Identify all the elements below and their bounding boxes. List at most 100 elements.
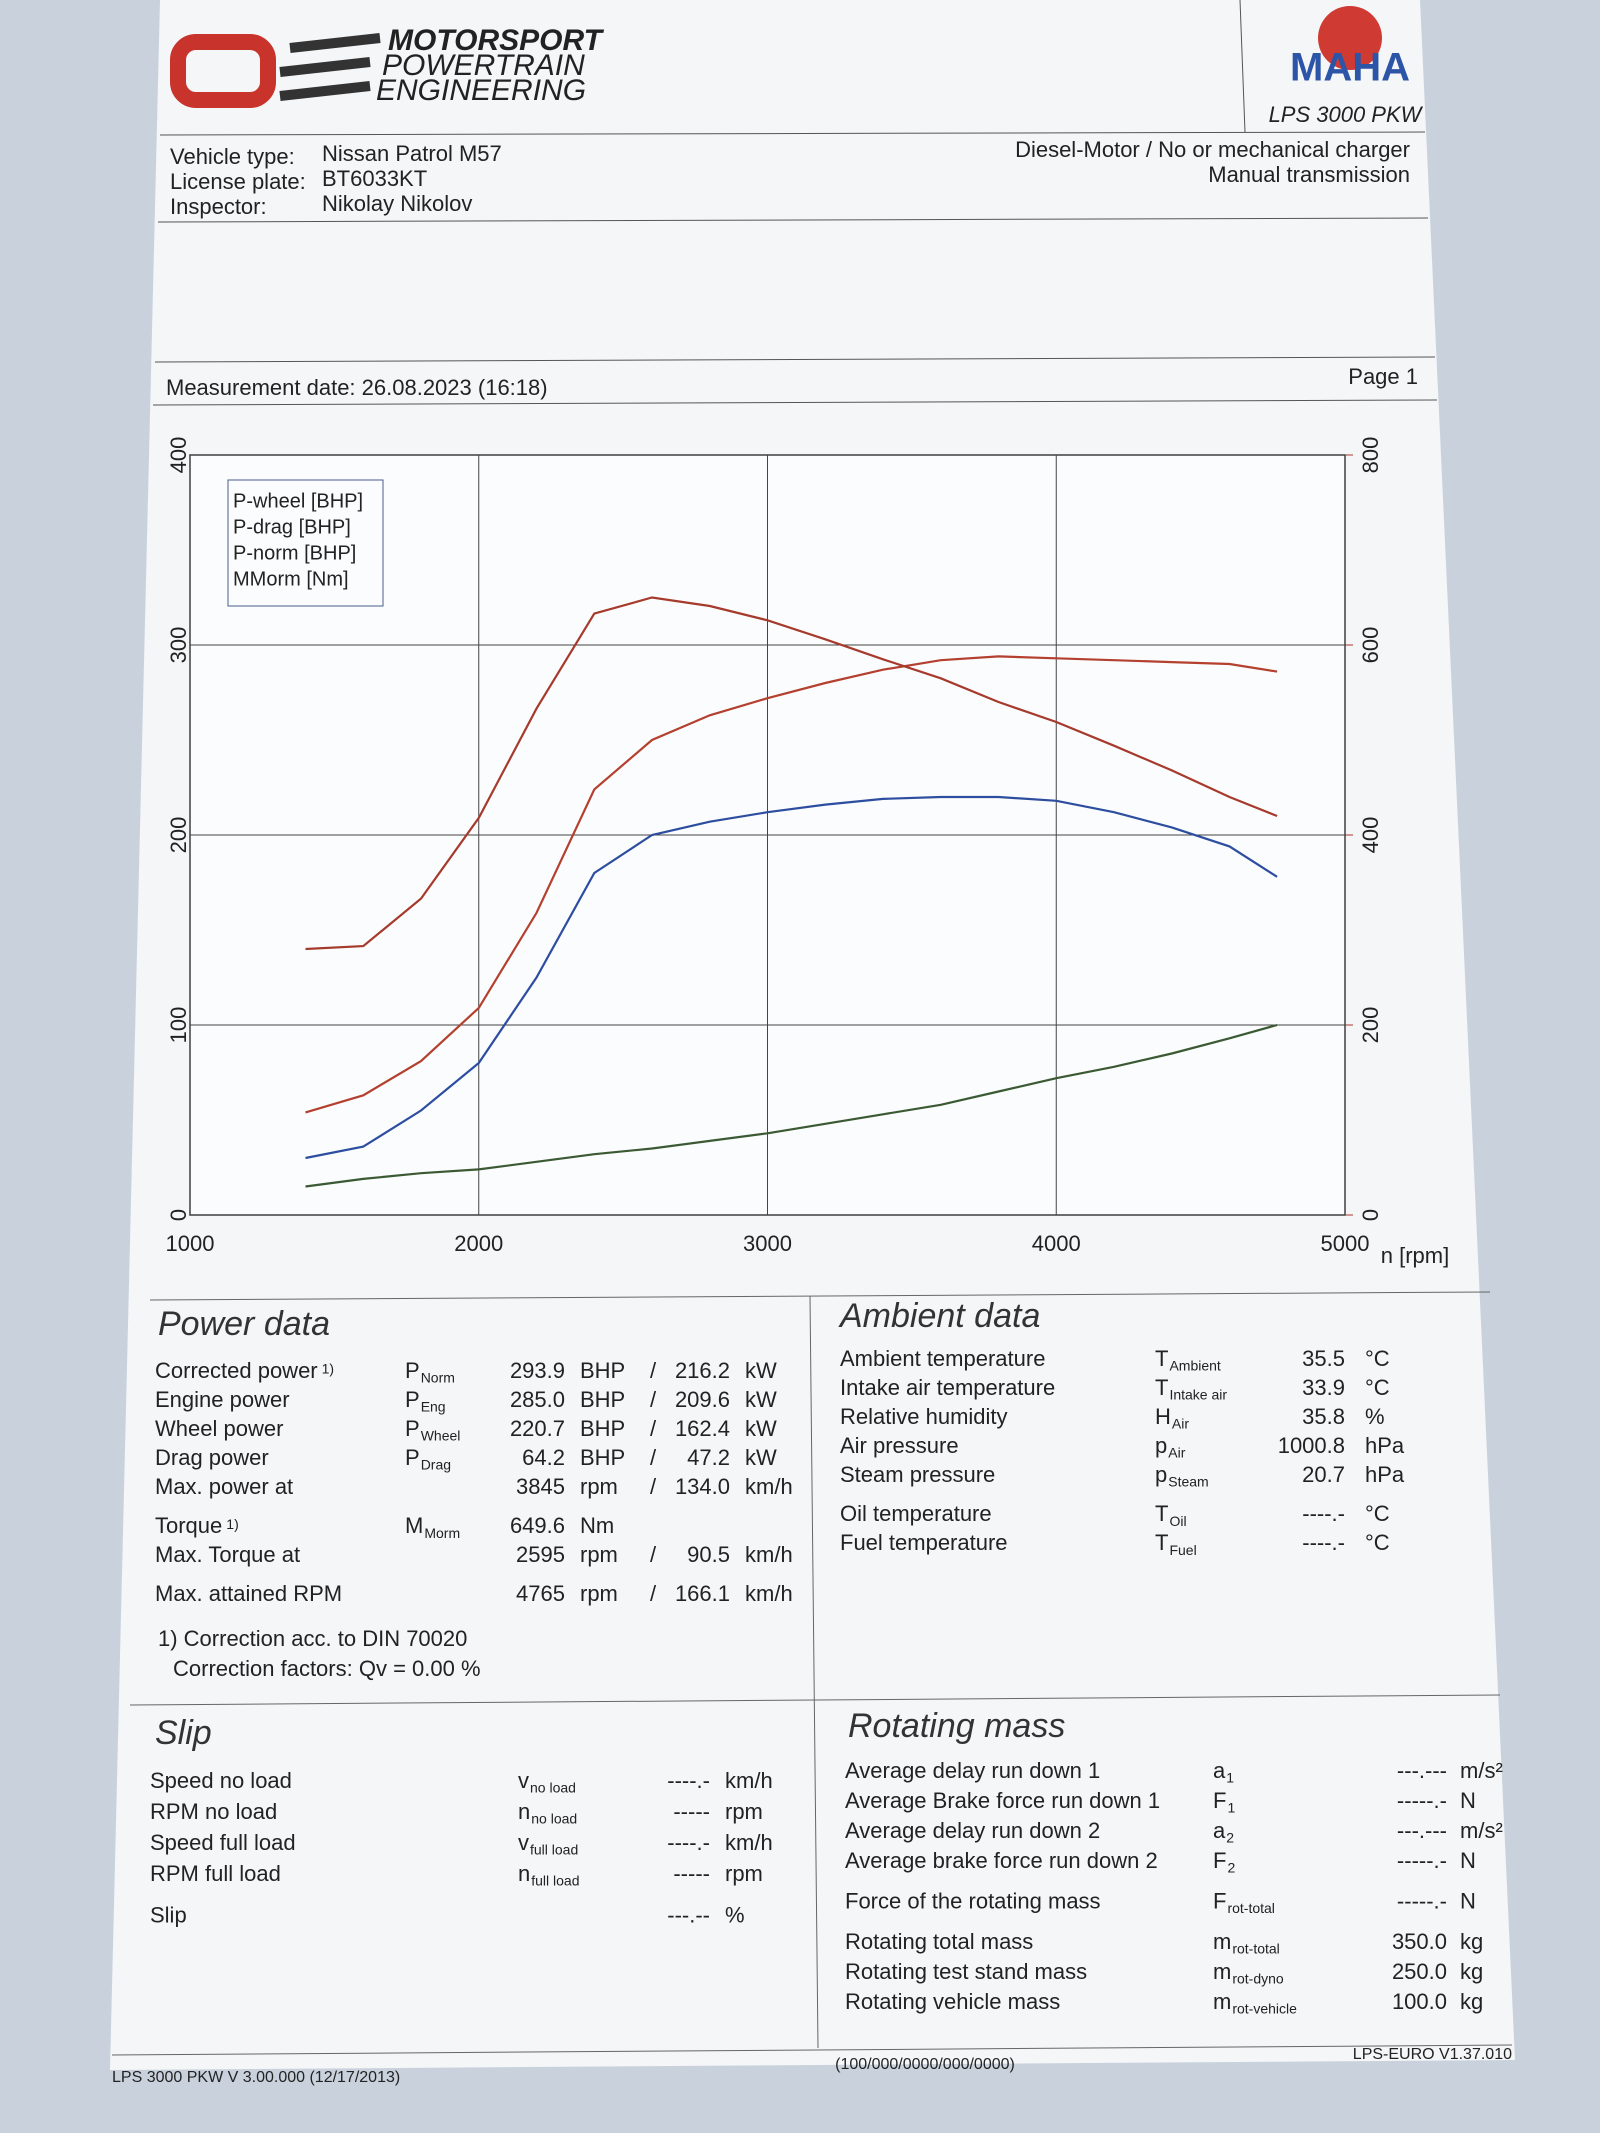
- footer-right: LPS-EURO V1.37.010: [1353, 2046, 1512, 2063]
- unit: km/h: [745, 1581, 793, 1606]
- engine-info: Diesel-Motor / No or mechanical charger: [1015, 137, 1410, 162]
- rule: [159, 131, 1426, 136]
- value: 134.0: [675, 1474, 730, 1499]
- row-label: Slip: [150, 1903, 187, 1928]
- separator: /: [650, 1581, 657, 1606]
- symbol-subscript: Oil: [1169, 1513, 1186, 1529]
- y2-tick-label: 200: [1358, 1007, 1383, 1044]
- field-value: BT6033KT: [322, 166, 427, 191]
- x-tick-label: 3000: [743, 1231, 792, 1256]
- field-label: License plate:: [170, 169, 306, 194]
- symbol: T: [1155, 1346, 1168, 1371]
- unit: N: [1460, 1788, 1476, 1813]
- value: 4765: [516, 1581, 565, 1606]
- footnote: Correction factors: Qv = 0.00 %: [173, 1656, 481, 1681]
- symbol-subscript: Air: [1168, 1445, 1185, 1461]
- x-tick-label: 4000: [1032, 1231, 1081, 1256]
- value: 64.2: [522, 1445, 565, 1470]
- unit: km/h: [725, 1830, 773, 1855]
- symbol: T: [1155, 1530, 1168, 1555]
- footer-left: LPS 3000 PKW V 3.00.000 (12/17/2013): [112, 2069, 400, 2086]
- field-value: Nikolay Nikolov: [322, 191, 472, 216]
- unit: rpm: [580, 1542, 618, 1567]
- row-label: Force of the rotating mass: [845, 1888, 1101, 1913]
- value: ---.---: [1397, 1758, 1447, 1783]
- row-label: RPM full load: [150, 1861, 281, 1886]
- row-label: Engine power: [155, 1387, 290, 1412]
- value: ---.---: [1397, 1818, 1447, 1843]
- symbol: a: [1213, 1758, 1226, 1783]
- symbol-subscript: full load: [531, 1873, 579, 1889]
- unit: km/h: [725, 1768, 773, 1793]
- unit: BHP: [580, 1387, 625, 1412]
- separator: /: [650, 1445, 657, 1470]
- row-label: Max. attained RPM: [155, 1581, 342, 1606]
- row-label: Steam pressure: [840, 1462, 995, 1487]
- unit: kW: [745, 1358, 777, 1383]
- value: 35.8: [1302, 1404, 1345, 1429]
- row-label: Wheel power: [155, 1416, 283, 1441]
- row-label: Speed full load: [150, 1830, 296, 1855]
- row-label: Average delay run down 2: [845, 1818, 1100, 1843]
- symbol-subscript: Ambient: [1169, 1358, 1220, 1374]
- symbol: a: [1213, 1818, 1226, 1843]
- legend-entry: P-drag [BHP]: [233, 516, 351, 538]
- row-label: Rotating total mass: [845, 1929, 1033, 1954]
- rule: [1239, 0, 1246, 133]
- unit: kW: [745, 1416, 777, 1441]
- rule: [152, 399, 1438, 406]
- row-label: Average brake force run down 2: [845, 1848, 1158, 1873]
- row-label: Oil temperature: [840, 1501, 992, 1526]
- section-title: Ambient data: [838, 1297, 1040, 1335]
- unit: kW: [745, 1445, 777, 1470]
- footnote-mark: 1): [322, 1361, 334, 1377]
- separator: /: [650, 1358, 657, 1383]
- value: ----.-: [667, 1830, 710, 1855]
- symbol-subscript: Drag: [421, 1457, 451, 1473]
- value: ----.-: [1302, 1501, 1345, 1526]
- unit: kg: [1460, 1929, 1483, 1954]
- value: 35.5: [1302, 1346, 1345, 1371]
- symbol-subscript: 2: [1226, 1830, 1234, 1846]
- engine-info: Manual transmission: [1208, 162, 1410, 187]
- row-label: Average delay run down 1: [845, 1758, 1100, 1783]
- section-title: Rotating mass: [848, 1707, 1065, 1745]
- section-title: Slip: [155, 1714, 212, 1752]
- unit: km/h: [745, 1474, 793, 1499]
- symbol-subscript: Wheel: [421, 1428, 461, 1444]
- symbol-subscript: Morm: [424, 1525, 460, 1541]
- value: 649.6: [510, 1513, 565, 1538]
- y2-tick-label: 800: [1358, 437, 1383, 474]
- x-tick-label: 2000: [454, 1231, 503, 1256]
- series-line: [305, 596, 1278, 951]
- symbol-subscript: 1: [1226, 1770, 1234, 1786]
- rule: [129, 1694, 1501, 1706]
- unit: rpm: [580, 1581, 618, 1606]
- rule: [157, 217, 1429, 223]
- unit: N: [1460, 1888, 1476, 1913]
- symbol-subscript: rot-total: [1227, 1900, 1274, 1916]
- y-tick-label: 200: [166, 817, 191, 854]
- symbol: F: [1213, 1888, 1226, 1913]
- row-label: Rotating test stand mass: [845, 1959, 1087, 1984]
- logo-mark: [170, 34, 276, 108]
- unit: Nm: [580, 1513, 614, 1538]
- value: 350.0: [1392, 1929, 1447, 1954]
- logo-line: ENGINEERING: [376, 74, 586, 107]
- logo-stripes: [279, 33, 381, 101]
- rule: [154, 356, 1436, 363]
- row-label: Speed no load: [150, 1768, 292, 1793]
- unit: BHP: [580, 1445, 625, 1470]
- value: -----: [673, 1861, 710, 1886]
- model: LPS 3000 PKW: [1269, 102, 1424, 127]
- symbol: F: [1213, 1848, 1226, 1873]
- legend-entry: P-wheel [BHP]: [233, 490, 363, 512]
- symbol-subscript: 1: [1227, 1800, 1235, 1816]
- unit: rpm: [725, 1861, 763, 1886]
- value: 1000.8: [1278, 1433, 1345, 1458]
- value: 100.0: [1392, 1989, 1447, 2014]
- value: -----.-: [1397, 1788, 1447, 1813]
- value: 220.7: [510, 1416, 565, 1441]
